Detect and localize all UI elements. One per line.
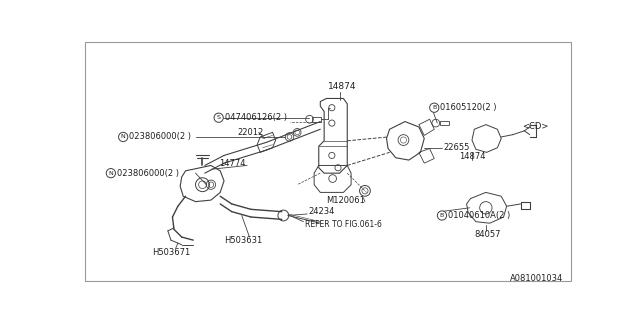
Text: S: S xyxy=(217,115,221,120)
Text: A081001034: A081001034 xyxy=(509,274,563,283)
Circle shape xyxy=(429,103,439,112)
Circle shape xyxy=(437,211,447,220)
Text: 24234: 24234 xyxy=(308,207,335,216)
Text: N: N xyxy=(121,134,125,140)
Text: H503631: H503631 xyxy=(224,236,262,245)
Text: 14874: 14874 xyxy=(459,152,485,161)
Bar xyxy=(440,121,449,125)
Circle shape xyxy=(106,169,115,178)
Text: 22012: 22012 xyxy=(237,128,264,137)
Text: 023806000(2 ): 023806000(2 ) xyxy=(117,169,179,178)
Circle shape xyxy=(118,132,128,141)
Text: 22655: 22655 xyxy=(444,143,470,152)
Text: <CD>: <CD> xyxy=(522,123,548,132)
Text: H503671: H503671 xyxy=(152,248,191,257)
Text: 023806000(2 ): 023806000(2 ) xyxy=(129,132,191,141)
Text: M120061: M120061 xyxy=(326,196,365,204)
Text: 14874: 14874 xyxy=(328,82,356,91)
Text: B: B xyxy=(440,213,444,218)
Text: REFER TO FIG.061-6: REFER TO FIG.061-6 xyxy=(305,220,382,229)
Text: 01605120(2 ): 01605120(2 ) xyxy=(440,103,497,112)
Text: B: B xyxy=(432,105,436,110)
Bar xyxy=(312,117,321,122)
Text: 14774: 14774 xyxy=(219,159,245,168)
Text: 047406126(2 ): 047406126(2 ) xyxy=(225,113,287,122)
Text: 84057: 84057 xyxy=(474,230,500,239)
Circle shape xyxy=(214,113,223,122)
Text: 01040610A(2 ): 01040610A(2 ) xyxy=(448,211,510,220)
Text: N: N xyxy=(109,171,113,176)
